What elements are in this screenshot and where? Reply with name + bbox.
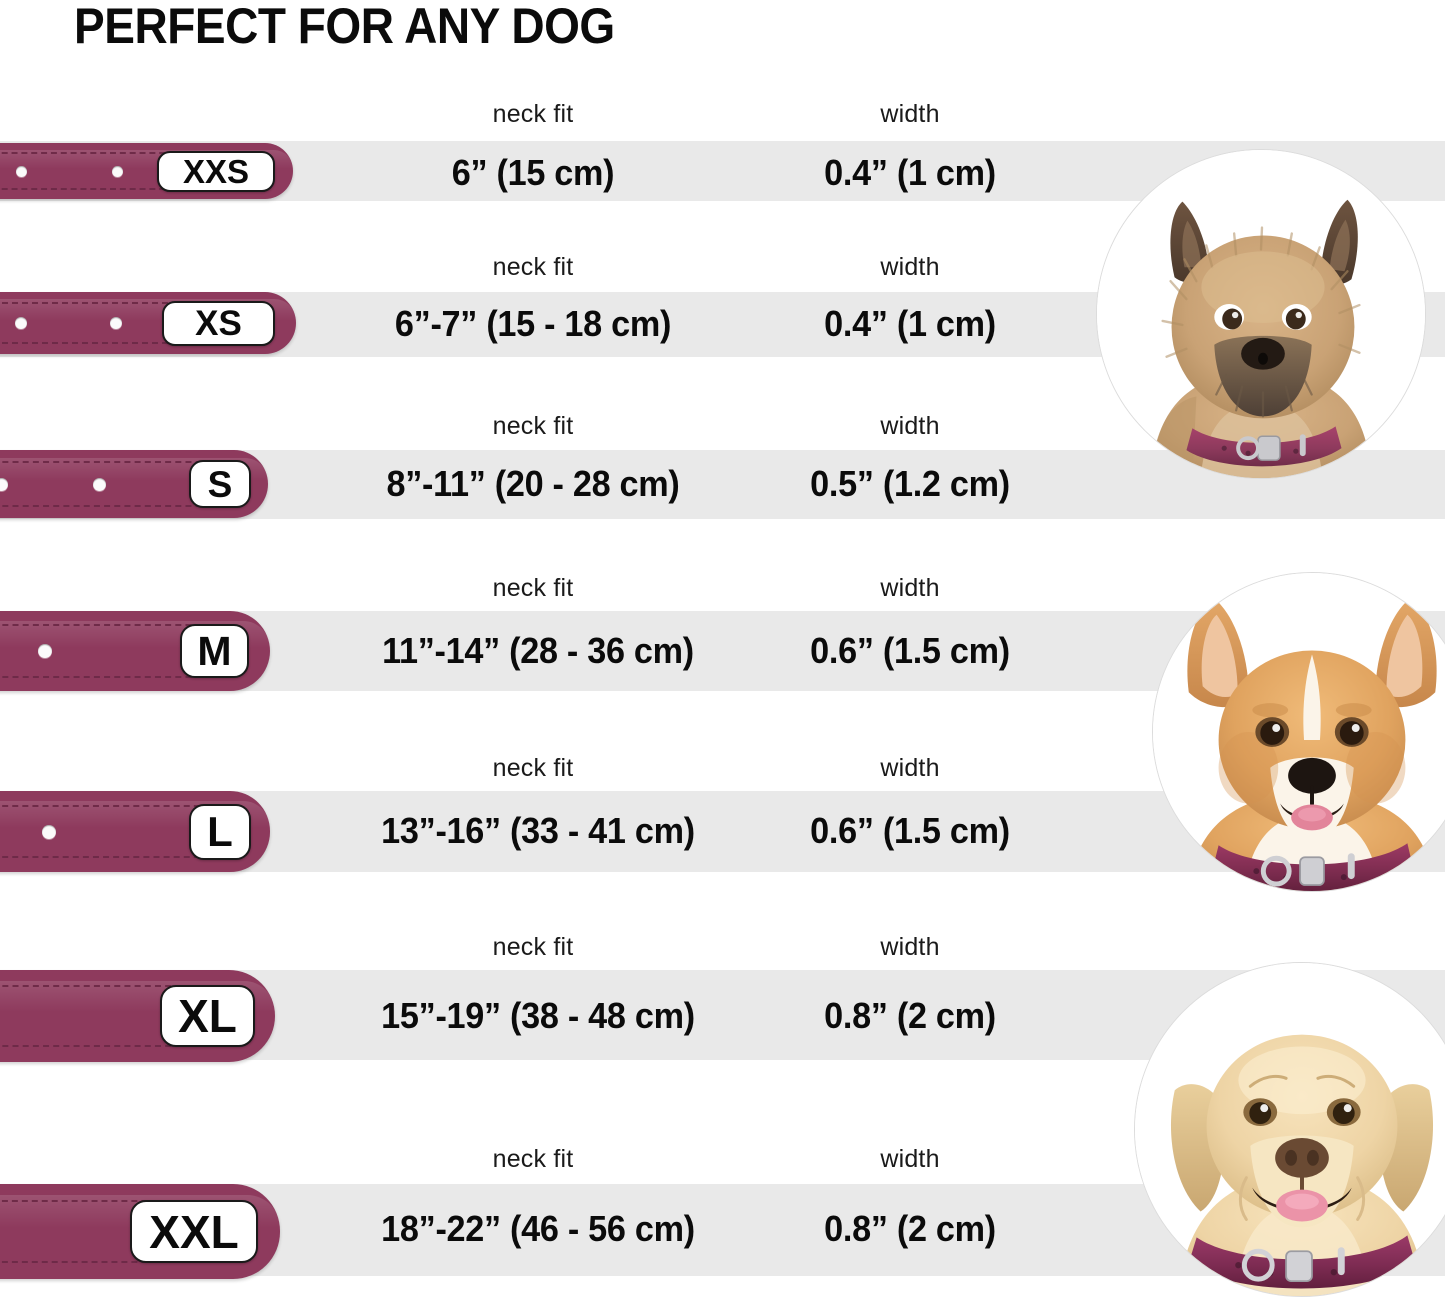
cell-width-xxl: 0.8” (2 cm) xyxy=(824,1208,996,1249)
strap-hole xyxy=(93,478,106,491)
strap-hole xyxy=(110,317,122,329)
collar-strap-xl: XL xyxy=(0,970,275,1062)
strap-stitch-bottom xyxy=(0,505,222,507)
strap-stitch-top xyxy=(0,1200,227,1202)
cell-neck-fit-xxs: 6” (15 cm) xyxy=(451,152,615,193)
size-badge-xxs: XXS xyxy=(157,151,275,192)
strap-stitch-bottom xyxy=(0,676,222,678)
collar-strap-l: L xyxy=(0,791,270,872)
cell-neck-fit-xl: 15”-19” (38 - 48 cm) xyxy=(381,995,695,1036)
cell-neck-fit-s: 8”-11” (20 - 28 cm) xyxy=(386,463,680,504)
strap-hole xyxy=(0,478,8,491)
strap-stitch-top xyxy=(0,152,244,154)
strap-stitch-bottom xyxy=(0,188,244,190)
cell-width-xs: 0.4” (1 cm) xyxy=(824,303,996,344)
col-header-width: width xyxy=(880,574,940,602)
cairn-terrier-illustration xyxy=(1097,150,1425,478)
collar-strap-xxs: XXS xyxy=(0,143,293,199)
strap-hole xyxy=(112,166,123,177)
strap-hole xyxy=(15,317,27,329)
size-badge-label: S xyxy=(207,463,233,505)
cell-width-s: 0.5” (1.2 cm) xyxy=(810,463,1010,504)
strap-hole xyxy=(38,644,52,658)
strap-hole xyxy=(16,166,27,177)
strap-stitch-top xyxy=(0,624,222,626)
cell-neck-fit-m: 11”-14” (28 - 36 cm) xyxy=(382,630,694,671)
col-header-width: width xyxy=(880,412,940,440)
page-title: PERFECT FOR ANY DOG xyxy=(74,0,615,54)
cell-width-xxs: 0.4” (1 cm) xyxy=(824,152,996,193)
strap-stitch-bottom xyxy=(0,1045,222,1047)
size-badge-xs: XS xyxy=(162,301,275,346)
strap-stitch-top xyxy=(0,461,222,463)
strap-stitch-bottom xyxy=(0,856,220,858)
labrador-illustration xyxy=(1135,963,1445,1296)
collar-strap-xs: XS xyxy=(0,292,296,354)
col-header-width: width xyxy=(880,754,940,782)
col-header-neck-fit: neck fit xyxy=(492,933,574,961)
labrador-photo xyxy=(1134,962,1445,1297)
strap-stitch-bottom xyxy=(0,1261,227,1263)
size-badge-m: M xyxy=(180,624,249,678)
strap-stitch-top xyxy=(0,302,248,304)
collar-strap-s: S xyxy=(0,450,268,518)
col-header-neck-fit: neck fit xyxy=(492,100,574,128)
col-header-neck-fit: neck fit xyxy=(492,412,574,440)
size-badge-s: S xyxy=(189,460,251,508)
collar-strap-xxl: XXL xyxy=(0,1184,280,1279)
col-header-neck-fit: neck fit xyxy=(492,253,574,281)
size-badge-label: XS xyxy=(195,304,242,343)
strap-stitch-bottom xyxy=(0,342,248,344)
cell-neck-fit-xxl: 18”-22” (46 - 56 cm) xyxy=(381,1208,695,1249)
collar-strap-m: M xyxy=(0,611,270,691)
corgi-illustration xyxy=(1153,573,1445,891)
corgi-photo xyxy=(1152,572,1445,892)
cell-width-m: 0.6” (1.5 cm) xyxy=(810,630,1010,671)
size-badge-label: L xyxy=(207,808,233,855)
col-header-width: width xyxy=(880,1145,940,1173)
col-header-width: width xyxy=(880,933,940,961)
cell-width-xl: 0.8” (2 cm) xyxy=(824,995,996,1036)
cairn-terrier-photo xyxy=(1096,149,1426,479)
col-header-neck-fit: neck fit xyxy=(492,574,574,602)
col-header-width: width xyxy=(880,100,940,128)
cell-neck-fit-l: 13”-16” (33 - 41 cm) xyxy=(381,810,695,851)
cell-neck-fit-xs: 6”-7” (15 - 18 cm) xyxy=(394,303,672,344)
size-badge-label: XXL xyxy=(149,1205,239,1258)
size-badge-l: L xyxy=(189,804,251,860)
size-badge-xxl: XXL xyxy=(130,1200,258,1263)
strap-hole xyxy=(42,825,56,839)
size-badge-label: M xyxy=(197,627,232,674)
size-badge-label: XL xyxy=(178,990,237,1042)
cell-width-l: 0.6” (1.5 cm) xyxy=(810,810,1010,851)
col-header-neck-fit: neck fit xyxy=(492,1145,574,1173)
strap-stitch-top xyxy=(0,805,220,807)
size-badge-label: XXS xyxy=(182,153,250,190)
col-header-width: width xyxy=(880,253,940,281)
strap-stitch-top xyxy=(0,985,222,987)
size-badge-xl: XL xyxy=(160,985,255,1047)
col-header-neck-fit: neck fit xyxy=(492,754,574,782)
